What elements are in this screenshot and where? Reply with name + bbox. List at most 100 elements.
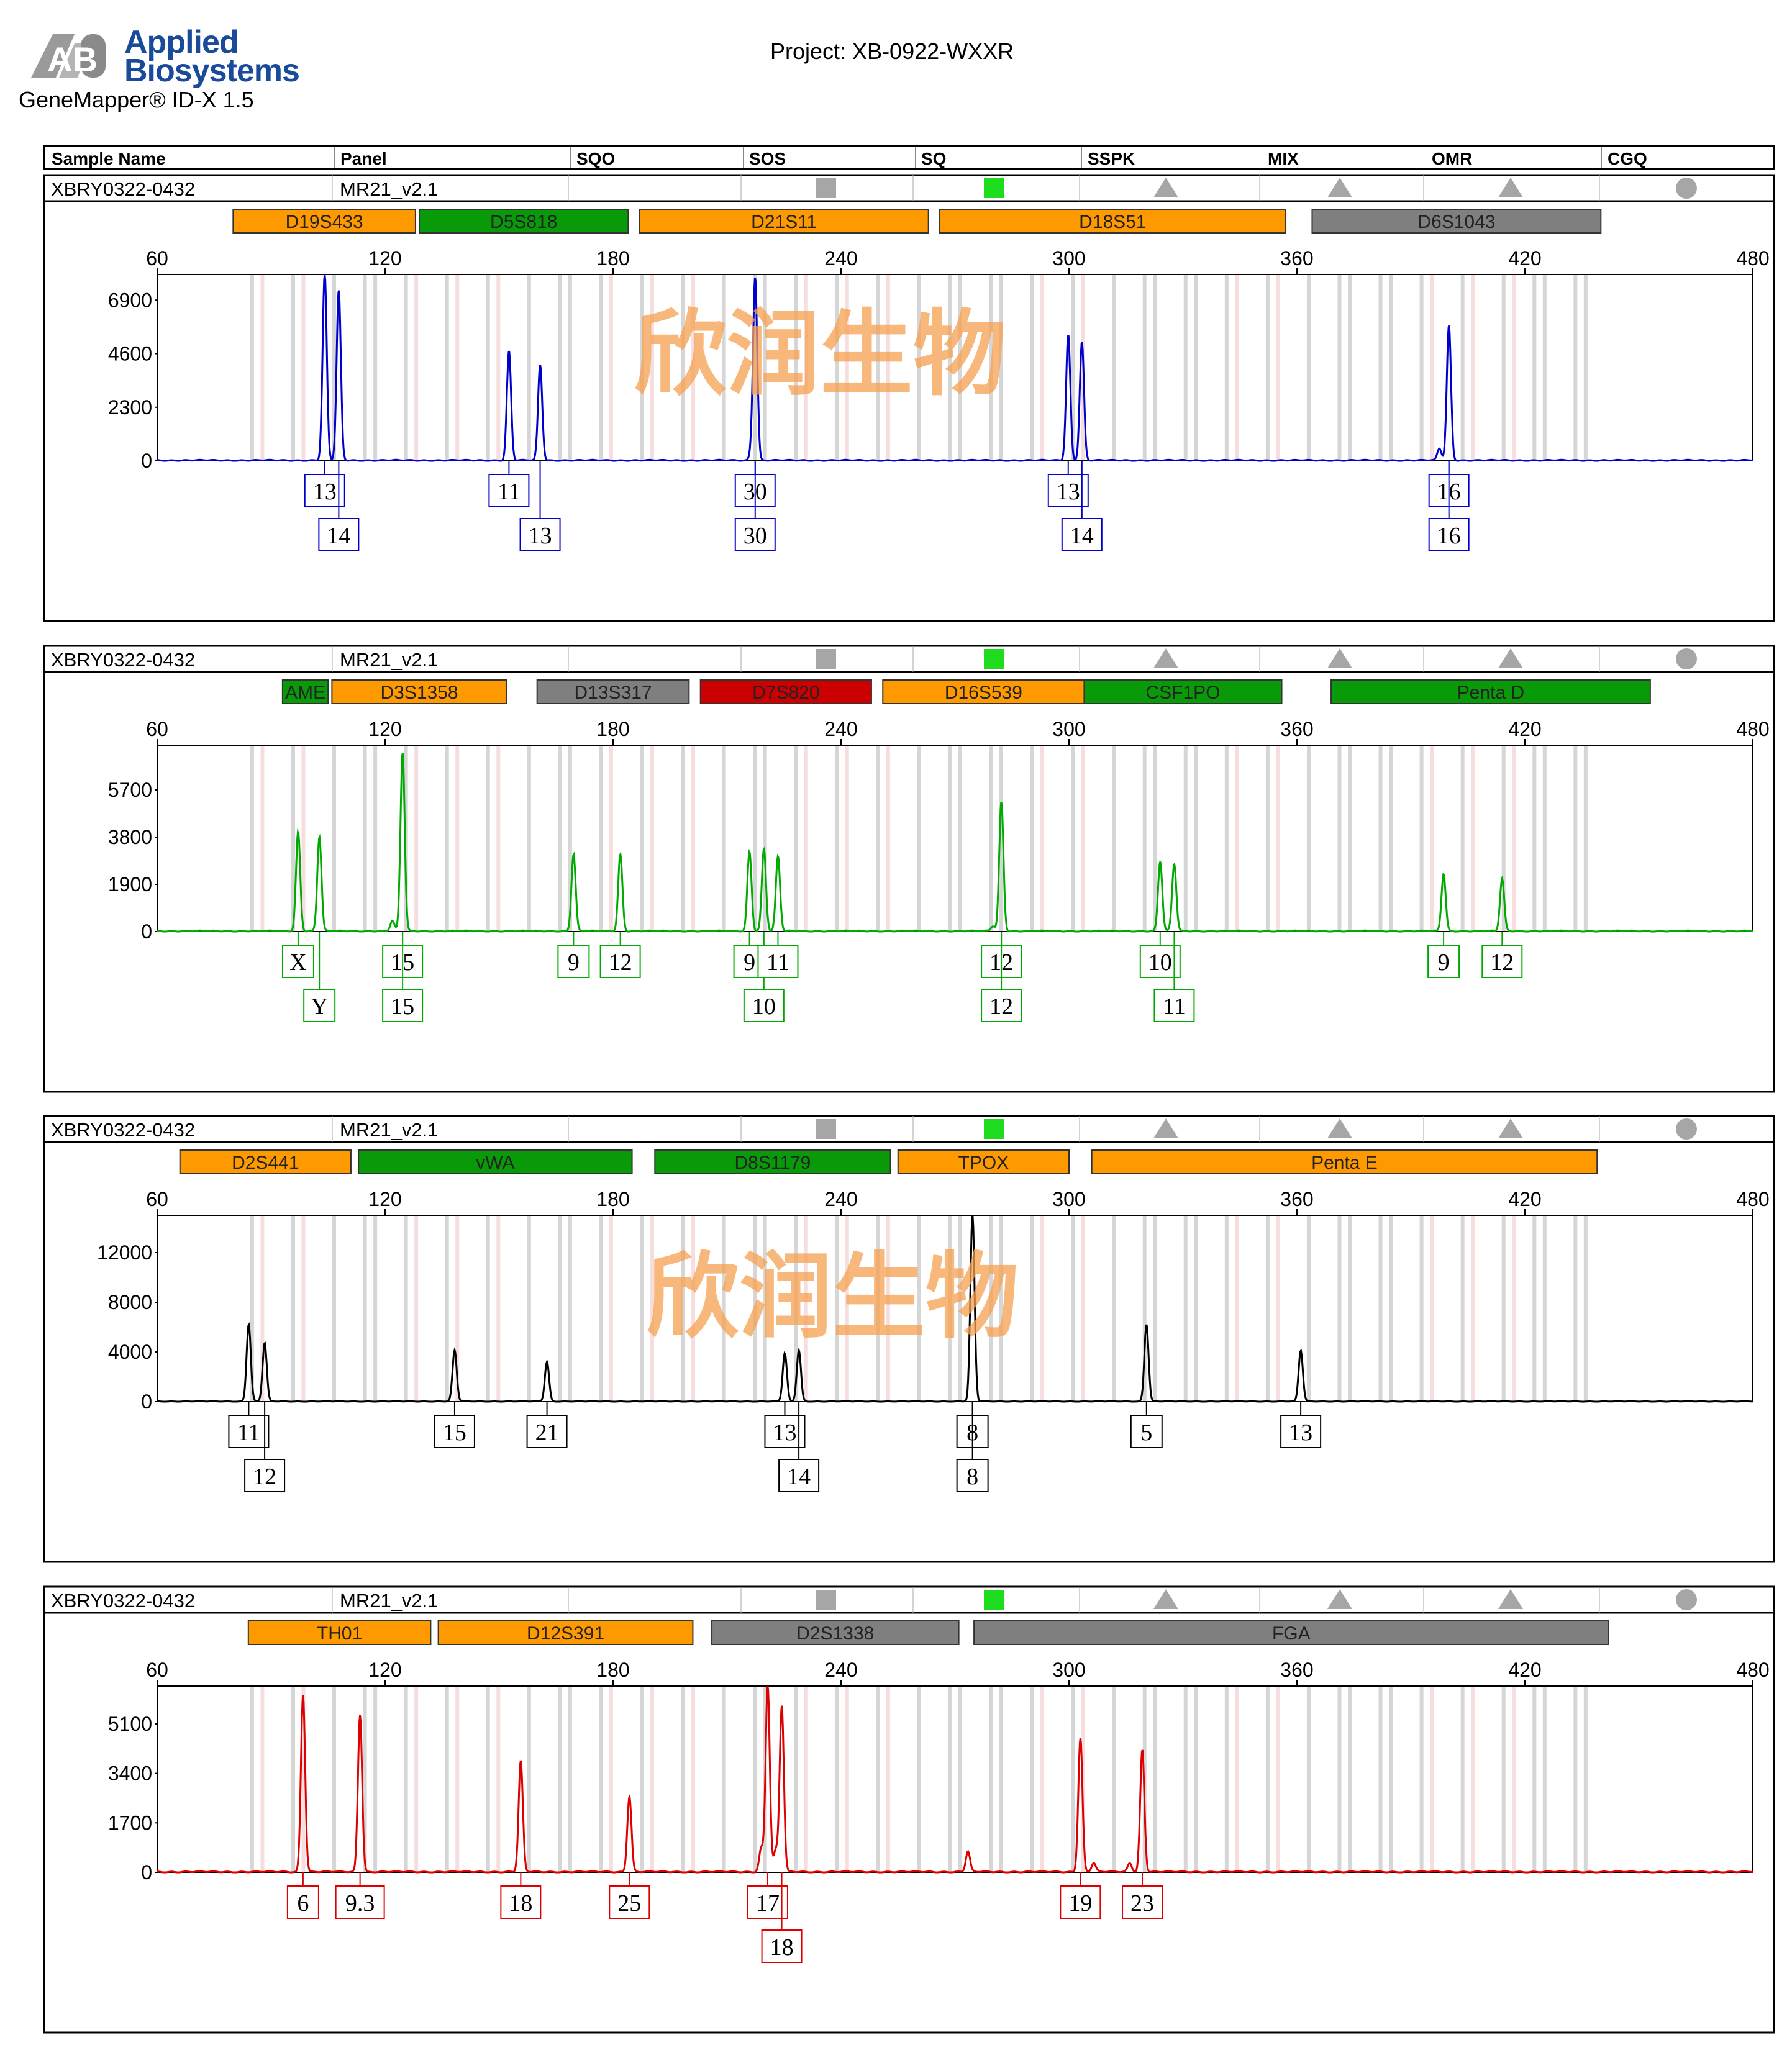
locus-bar-d8s1179[interactable] [654, 1149, 891, 1174]
allele-call-box[interactable] [1122, 1885, 1163, 1919]
cgq-flag-icon [1676, 178, 1697, 199]
header-col-sq[interactable]: SQ [921, 149, 947, 168]
allele-call-box[interactable] [981, 989, 1022, 1022]
allele-call-box[interactable] [1481, 945, 1523, 978]
locus-label: D12S391 [527, 1623, 604, 1644]
sample-name[interactable]: XBRY0322-0432 [51, 1119, 195, 1141]
allele-call-box[interactable] [609, 1885, 650, 1919]
locus-bar-d2s441[interactable] [179, 1149, 352, 1174]
warning-flag-icon [1327, 178, 1352, 197]
sample-name[interactable]: XBRY0322-0432 [51, 178, 195, 200]
allele-call-box[interactable] [764, 1415, 806, 1448]
allele-call-box[interactable] [757, 945, 799, 978]
warning-flag-icon [1153, 1118, 1178, 1138]
header-col-panel[interactable]: Panel [340, 149, 387, 168]
watermark-text-2: 欣润生物 [646, 1245, 1019, 1349]
y-tick-label: 2300 [108, 396, 152, 419]
header-col-sos[interactable]: SOS [749, 149, 786, 168]
locus-bar-csf1po[interactable] [1083, 679, 1283, 704]
allele-call-box[interactable] [1153, 989, 1195, 1022]
allele-call-box[interactable] [303, 989, 336, 1022]
y-tick-label: 5100 [108, 1713, 152, 1735]
locus-bar-vwa[interactable] [358, 1149, 633, 1174]
locus-bar-d3s1358[interactable] [331, 679, 507, 704]
allele-call-box[interactable] [1428, 518, 1470, 551]
allele-call-box[interactable] [1427, 945, 1460, 978]
allele-call-label: 12 [609, 950, 632, 976]
locus-bar-d19s433[interactable] [232, 209, 416, 234]
header-col-sample-name[interactable]: Sample Name [52, 149, 166, 168]
x-tick-label: 480 [1736, 1659, 1769, 1681]
allele-call-label: 13 [313, 479, 337, 505]
locus-label: Penta E [1311, 1153, 1378, 1173]
allele-call-box[interactable] [519, 518, 561, 551]
allele-call-box[interactable] [761, 1929, 803, 1963]
locus-bar-d6s1043[interactable] [1311, 209, 1602, 234]
allele-call-box[interactable] [734, 518, 776, 551]
allele-call-box[interactable] [318, 518, 360, 551]
header-col-mix[interactable]: MIX [1268, 149, 1299, 168]
x-tick-label: 60 [146, 247, 168, 270]
allele-call-box[interactable] [1130, 1415, 1163, 1448]
allele-call-box[interactable] [599, 945, 641, 978]
panel-name: MR21_v2.1 [340, 649, 439, 671]
locus-bar-d7s820[interactable] [699, 679, 872, 704]
locus-bar-penta-d[interactable] [1330, 679, 1651, 704]
allele-call-box[interactable] [286, 1885, 319, 1919]
allele-call-box[interactable] [382, 989, 424, 1022]
locus-bar-ame[interactable] [281, 679, 329, 704]
x-tick-label: 120 [368, 1659, 401, 1681]
allele-call-label: 30 [744, 523, 767, 549]
allele-call-box[interactable] [1280, 1415, 1322, 1448]
electropherogram-panel-1: XBRY0322-0432 MR21_v2.1 D19S433 D5S818 D21S1… [43, 174, 1775, 622]
locus-bar-d12s391[interactable] [437, 1620, 694, 1645]
locus-label: vWA [476, 1153, 514, 1173]
allele-call-box[interactable] [244, 1459, 286, 1492]
x-tick-label: 300 [1052, 247, 1085, 270]
allele-call-label: 9 [568, 950, 580, 976]
allele-call-box[interactable] [778, 1459, 820, 1492]
allele-call-box[interactable] [304, 474, 345, 507]
signal-trace-line [157, 1686, 1753, 1874]
locus-label: D19S433 [286, 212, 363, 232]
locus-bar-penta-e[interactable] [1091, 1149, 1598, 1174]
allele-call-box[interactable] [1060, 1885, 1101, 1919]
allele-call-box[interactable] [526, 1415, 568, 1448]
allele-call-box[interactable] [488, 474, 530, 507]
locus-bar-fga[interactable] [973, 1620, 1609, 1645]
locus-bar-tpox[interactable] [897, 1149, 1070, 1174]
locus-bar-d13s317[interactable] [536, 679, 690, 704]
allele-call-box[interactable] [956, 1459, 989, 1492]
header-col-cgq[interactable]: CGQ [1608, 149, 1647, 168]
allele-call-box[interactable] [434, 1415, 475, 1448]
sample-name[interactable]: XBRY0322-0432 [51, 649, 195, 671]
allele-call-box[interactable] [500, 1885, 542, 1919]
y-tick-label: 6900 [108, 289, 152, 311]
locus-bar-d2s1338[interactable] [711, 1620, 960, 1645]
y-tick-label: 0 [141, 1390, 152, 1413]
header-col-sqo[interactable]: SQO [576, 149, 616, 168]
allele-call-box[interactable] [557, 945, 590, 978]
watermark-text-1: 欣润生物 [634, 302, 1006, 406]
warning-flag-icon [1153, 178, 1178, 197]
allele-call-box[interactable] [743, 989, 785, 1022]
locus-label: D5S818 [490, 212, 557, 232]
sample-name[interactable]: XBRY0322-0432 [51, 1590, 195, 1612]
logo-brand-line1: Applied [124, 24, 239, 60]
panel-border [43, 645, 1775, 1093]
allele-call-box[interactable] [228, 1415, 270, 1448]
locus-bar-d21s11[interactable] [639, 209, 929, 234]
header-col-omr[interactable]: OMR [1432, 149, 1473, 168]
locus-bar-d18s51[interactable] [939, 209, 1286, 234]
allele-call-box[interactable] [747, 1885, 788, 1919]
allele-call-box[interactable] [335, 1885, 385, 1919]
allele-call-box[interactable] [1139, 945, 1181, 978]
sqo-flag-icon [816, 1119, 836, 1139]
allele-call-box[interactable] [281, 945, 314, 978]
locus-bar-th01[interactable] [247, 1620, 432, 1645]
x-tick-label: 480 [1736, 1188, 1769, 1210]
header-col-sspk[interactable]: SSPK [1088, 149, 1135, 168]
locus-bar-d5s818[interactable] [419, 209, 629, 234]
allele-call-box[interactable] [1061, 518, 1103, 551]
